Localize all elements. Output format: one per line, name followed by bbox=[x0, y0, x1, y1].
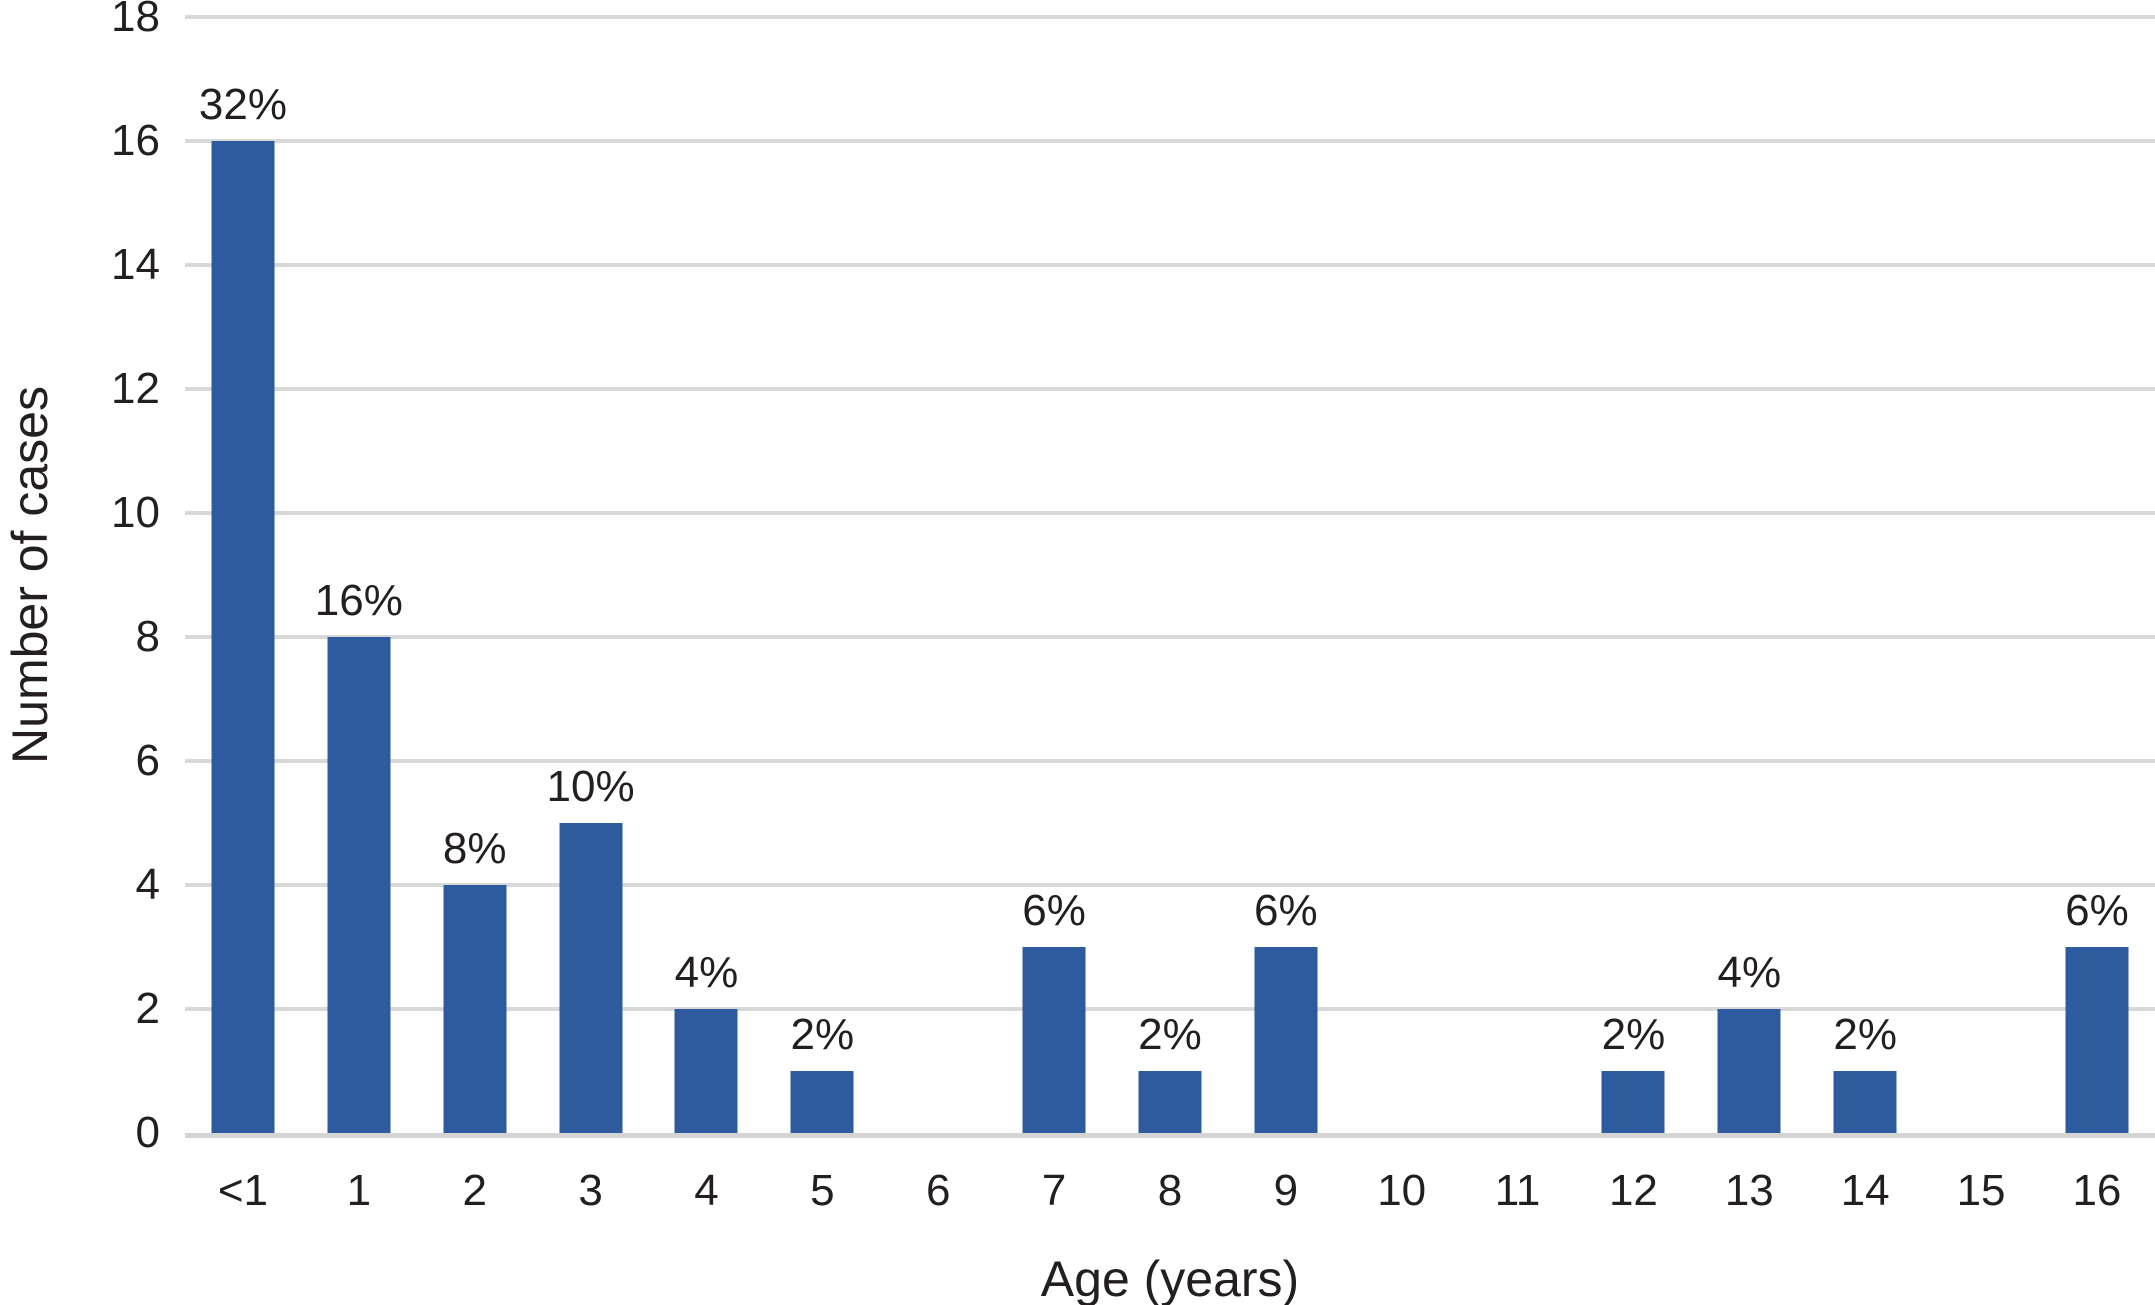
bar-value-label: 16% bbox=[314, 576, 403, 625]
bar-column: 2% bbox=[1112, 17, 1228, 1133]
bar bbox=[1601, 1071, 1665, 1133]
bar-column bbox=[1923, 17, 2039, 1133]
bar bbox=[1022, 947, 1086, 1133]
x-tick-label: 4 bbox=[694, 1166, 719, 1215]
plot-area: 32% 16% 8% 10% 4% 2% 6% 2% 6% 2% 4% 2% 6% bbox=[185, 15, 2155, 1138]
bar-value-label: 2% bbox=[1601, 1010, 1666, 1059]
bar-column: 4% bbox=[1691, 17, 1807, 1133]
gridline bbox=[185, 1007, 2155, 1011]
bar-column: 6% bbox=[996, 17, 1112, 1133]
bar-column bbox=[1460, 17, 1576, 1133]
bar-value-label: 32% bbox=[198, 80, 287, 129]
gridline bbox=[185, 387, 2155, 391]
bar-value-label: 2% bbox=[790, 1010, 855, 1059]
x-tick-label: 3 bbox=[578, 1166, 603, 1215]
y-axis-tick-labels: 0 2 4 6 8 10 12 14 16 18 bbox=[0, 0, 160, 1155]
x-tick-label: 10 bbox=[1377, 1166, 1427, 1215]
bar-value-label: 6% bbox=[2065, 886, 2129, 935]
bar-value-label: 10% bbox=[546, 762, 635, 811]
x-tick-label: 13 bbox=[1724, 1166, 1774, 1215]
y-tick-label: 18 bbox=[111, 0, 160, 41]
bar-value-label: 8% bbox=[442, 824, 507, 873]
gridline bbox=[185, 15, 2155, 19]
bar-column: 10% bbox=[533, 17, 649, 1133]
gridline bbox=[185, 635, 2155, 639]
x-tick-label: 2 bbox=[462, 1166, 487, 1215]
bar-column: 6% bbox=[2039, 17, 2155, 1133]
x-tick-label: 1 bbox=[346, 1166, 372, 1215]
x-tick-label: 11 bbox=[1494, 1166, 1541, 1215]
bar bbox=[1833, 1071, 1897, 1133]
y-tick-label: 4 bbox=[135, 860, 160, 909]
bar-value-label: 2% bbox=[1138, 1010, 1202, 1059]
gridline bbox=[185, 511, 2155, 515]
y-tick-label: 14 bbox=[111, 240, 160, 289]
bar-column: 4% bbox=[649, 17, 765, 1133]
x-axis-line bbox=[185, 1133, 2155, 1138]
bar bbox=[1717, 1009, 1781, 1133]
bar-value-label: 6% bbox=[1254, 886, 1318, 935]
bar bbox=[1138, 1071, 1202, 1133]
gridline bbox=[185, 263, 2155, 267]
bar bbox=[790, 1071, 854, 1133]
bar-columns: 32% 16% 8% 10% 4% 2% 6% 2% 6% 2% 4% 2% 6% bbox=[185, 17, 2155, 1133]
x-tick-label: 14 bbox=[1840, 1166, 1890, 1215]
x-tick-label: 16 bbox=[2072, 1166, 2122, 1215]
bar-value-label: 2% bbox=[1833, 1010, 1897, 1059]
gridline bbox=[185, 759, 2155, 763]
x-tick-label: 15 bbox=[1956, 1166, 2006, 1215]
bar bbox=[443, 885, 507, 1133]
bar-column bbox=[1344, 17, 1460, 1133]
bar bbox=[674, 1009, 738, 1133]
x-tick-label: 8 bbox=[1157, 1166, 1183, 1215]
x-axis-title: Age (years) bbox=[1040, 1251, 1300, 1305]
bar-column: 6% bbox=[1228, 17, 1344, 1133]
bar bbox=[1254, 947, 1318, 1133]
y-tick-label: 10 bbox=[111, 488, 160, 537]
y-tick-label: 6 bbox=[135, 736, 160, 785]
bar-value-label: 6% bbox=[1022, 886, 1086, 935]
gridline bbox=[185, 139, 2155, 143]
gridline bbox=[185, 883, 2155, 887]
x-tick-label: 5 bbox=[810, 1166, 835, 1215]
bar-value-label: 4% bbox=[1717, 948, 1782, 997]
y-tick-label: 12 bbox=[111, 364, 160, 413]
bar-column bbox=[880, 17, 996, 1133]
bar-column: 2% bbox=[1807, 17, 1923, 1133]
x-tick-label: <1 bbox=[217, 1166, 269, 1215]
bar bbox=[211, 141, 275, 1133]
bar-value-label: 4% bbox=[674, 948, 739, 997]
bar bbox=[327, 637, 391, 1133]
x-tick-label: 6 bbox=[925, 1166, 951, 1215]
x-axis-tick-labels: <1 1 2 3 4 5 6 7 8 9 10 11 12 13 14 15 16 bbox=[185, 1168, 2155, 1214]
bar bbox=[2065, 947, 2129, 1133]
y-tick-label: 16 bbox=[111, 116, 160, 165]
x-tick-label: 9 bbox=[1273, 1166, 1299, 1215]
y-tick-label: 2 bbox=[135, 984, 160, 1033]
bar-column: 2% bbox=[764, 17, 880, 1133]
x-tick-label: 7 bbox=[1041, 1166, 1067, 1215]
bar-column: 8% bbox=[417, 17, 533, 1133]
bar-column: 2% bbox=[1576, 17, 1692, 1133]
x-tick-label: 12 bbox=[1608, 1166, 1658, 1215]
bar bbox=[559, 823, 623, 1133]
bar-column: 16% bbox=[301, 17, 417, 1133]
bar-column: 32% bbox=[185, 17, 301, 1133]
y-tick-label: 8 bbox=[135, 612, 160, 661]
y-tick-label: 0 bbox=[135, 1108, 160, 1157]
